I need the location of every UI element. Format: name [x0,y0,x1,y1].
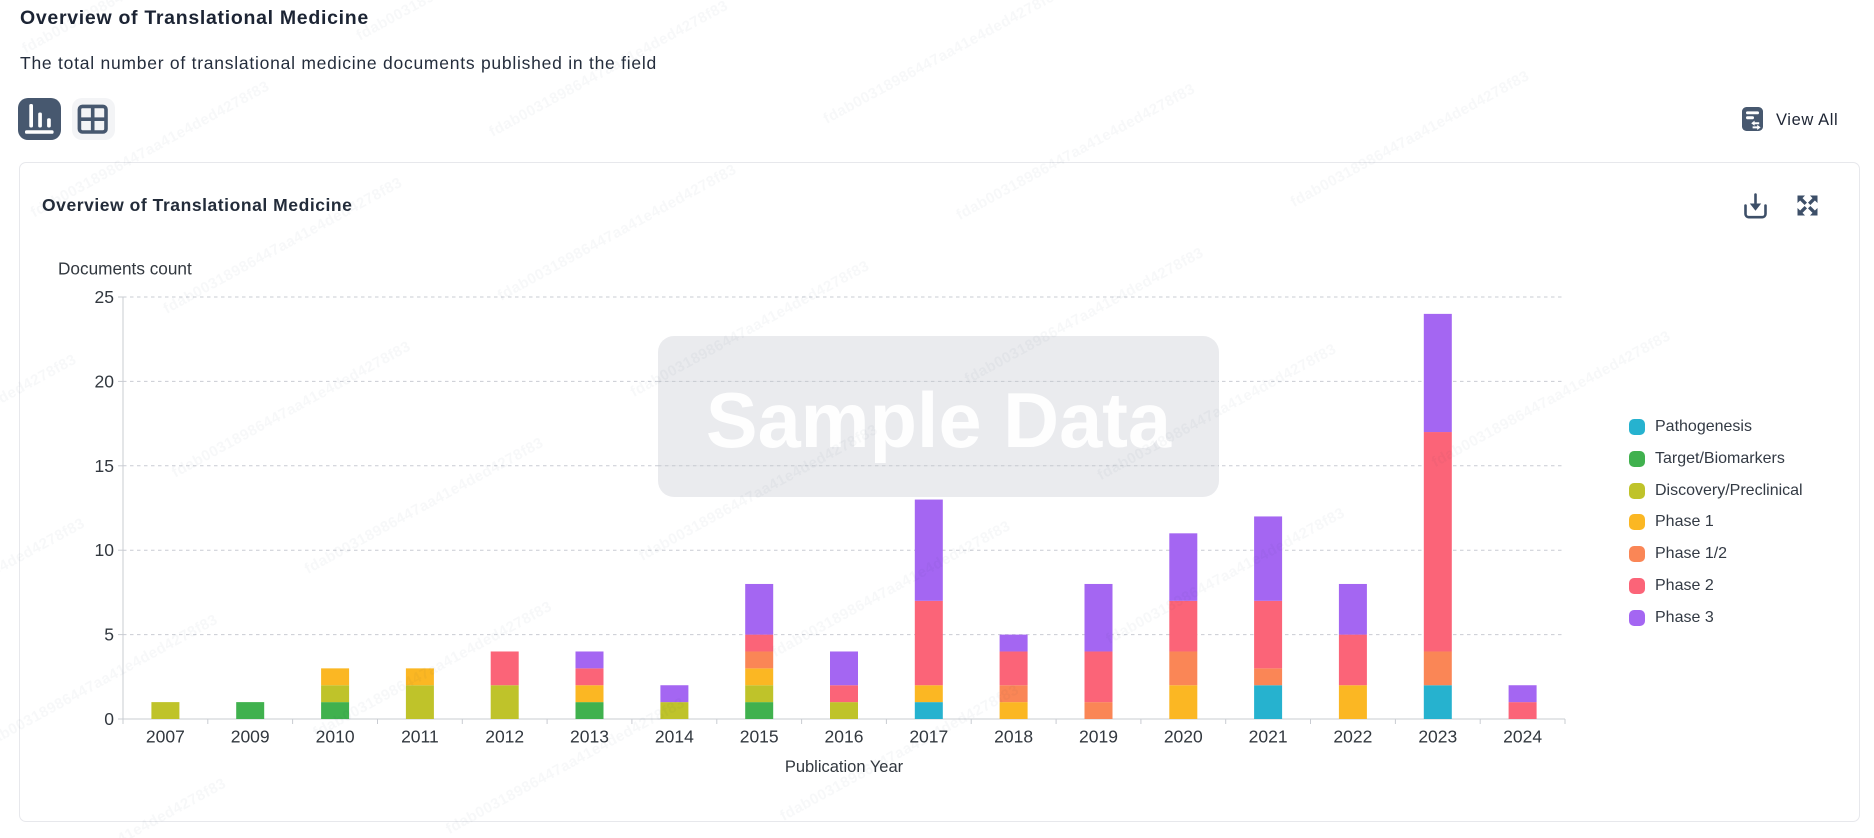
svg-text:2015: 2015 [740,727,779,747]
svg-text:15: 15 [95,456,114,476]
svg-text:10: 10 [95,540,115,560]
svg-text:2021: 2021 [1249,727,1288,747]
svg-text:5: 5 [104,625,114,645]
svg-text:2024: 2024 [1503,727,1542,747]
svg-text:2018: 2018 [994,727,1033,747]
svg-text:2023: 2023 [1418,727,1457,747]
svg-text:2017: 2017 [909,727,948,747]
svg-text:2020: 2020 [1164,727,1203,747]
svg-text:2022: 2022 [1333,727,1372,747]
svg-text:Publication Year: Publication Year [785,758,904,776]
svg-text:2010: 2010 [316,727,355,747]
svg-text:2016: 2016 [825,727,864,747]
svg-text:2009: 2009 [231,727,270,747]
svg-text:2013: 2013 [570,727,609,747]
svg-text:2012: 2012 [485,727,524,747]
svg-text:0: 0 [104,709,114,729]
svg-text:2019: 2019 [1079,727,1118,747]
svg-text:Documents count: Documents count [58,259,192,279]
svg-text:25: 25 [95,287,114,307]
svg-text:2014: 2014 [655,727,694,747]
svg-text:2011: 2011 [401,727,439,747]
svg-text:20: 20 [95,371,115,391]
svg-text:2007: 2007 [146,727,185,747]
